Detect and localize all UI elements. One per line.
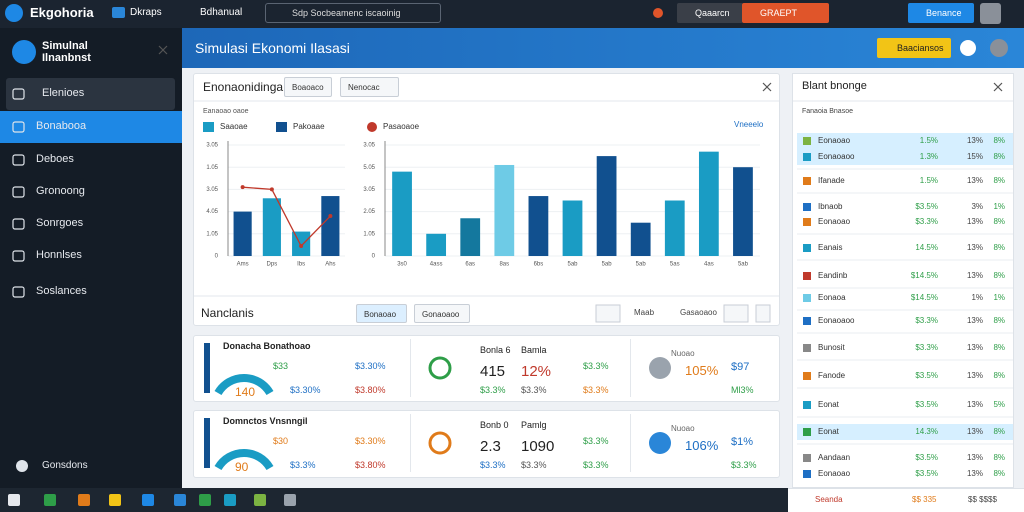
section-button[interactable]: Gasaoaoo bbox=[680, 308, 717, 317]
card-value: $3.3% bbox=[480, 385, 506, 395]
card-value: 106% bbox=[685, 438, 719, 453]
taskbar bbox=[0, 488, 788, 512]
card-value: 105% bbox=[685, 363, 719, 378]
panel-title: Enonaonidinga bbox=[203, 80, 284, 94]
card-value: $3.3% bbox=[521, 460, 547, 470]
right-title: Blant bnonge bbox=[802, 80, 867, 92]
menu[interactable]: Bdhanual bbox=[200, 7, 243, 18]
card-value: Nuoao bbox=[671, 424, 695, 433]
top-button[interactable]: GRAEPT bbox=[742, 3, 829, 23]
card-value: 2.3 bbox=[480, 438, 501, 455]
card-value: $3.3% bbox=[583, 385, 609, 395]
top-button[interactable]: Benance bbox=[908, 3, 974, 23]
sidebar-item[interactable]: Bonabooa bbox=[0, 111, 182, 143]
sidebar-title: Simulnal Ilnanbnst bbox=[42, 40, 91, 64]
card-value: $3.30% bbox=[355, 436, 386, 446]
card-value: $3.80% bbox=[355, 385, 386, 395]
card-value: Bamla bbox=[521, 345, 547, 355]
dropdown[interactable]: Bonaoao bbox=[356, 304, 407, 323]
card-value: $1% bbox=[731, 436, 754, 448]
card-value: $3.3% bbox=[480, 460, 506, 470]
card-value: $3.30% bbox=[290, 385, 321, 395]
panel-link[interactable]: Vneeelo bbox=[734, 120, 764, 129]
card bbox=[193, 335, 780, 402]
card-value: $3.30% bbox=[355, 361, 386, 371]
card-value: $3.3% bbox=[731, 460, 757, 470]
right-panel bbox=[792, 73, 1014, 488]
card-value: $3.3% bbox=[290, 460, 316, 470]
sidebar-item[interactable]: Soslances bbox=[36, 285, 87, 297]
panel-subtitle: Eanaoao oaoe bbox=[203, 108, 249, 115]
card-title: Domnctos Vnsnngil bbox=[223, 416, 308, 426]
card-value: Ml3% bbox=[731, 385, 754, 395]
card-value: Nuoao bbox=[671, 349, 695, 358]
sidebar-item[interactable]: Elenioes bbox=[6, 78, 175, 110]
status-label: Seanda bbox=[815, 495, 843, 504]
section-button[interactable]: Maab bbox=[634, 308, 655, 317]
search-box[interactable]: Sdp Socbeamenc iscaoinig bbox=[265, 3, 441, 23]
card-value: 1090 bbox=[521, 438, 555, 455]
card-value: 90 bbox=[235, 460, 249, 474]
status-value: $$ $$$$ bbox=[968, 495, 997, 504]
top-button[interactable]: Qaaarcn bbox=[677, 3, 743, 23]
card-value: Bonla 6 bbox=[480, 345, 511, 355]
section-title: Nanclanis bbox=[201, 306, 254, 320]
sidebar-item[interactable]: Deboes bbox=[36, 153, 74, 165]
card bbox=[193, 410, 780, 478]
page-title: Simulasi Ekonomi Ilasasi bbox=[195, 40, 350, 56]
logo: Ekgohoria bbox=[30, 5, 94, 20]
card-value: Pamlg bbox=[521, 420, 547, 430]
card-value: $3.3% bbox=[521, 385, 547, 395]
card-value: 415 bbox=[480, 363, 506, 380]
card-value: $3.3% bbox=[583, 361, 609, 371]
card-value: $3.3% bbox=[583, 436, 609, 446]
card-value: $3.80% bbox=[355, 460, 386, 470]
card-value: $97 bbox=[731, 361, 750, 373]
top-bar bbox=[0, 0, 1024, 28]
card-value: 140 bbox=[235, 385, 256, 399]
card-value: $30 bbox=[273, 436, 289, 446]
card-value: $33 bbox=[273, 361, 289, 371]
dropdown[interactable]: Nenocac bbox=[340, 77, 399, 97]
card-value: $3.3% bbox=[583, 460, 609, 470]
status-bar bbox=[788, 488, 1024, 512]
dropdown[interactable]: Gonaoaoo bbox=[414, 304, 470, 323]
header-button[interactable]: Baaciansos bbox=[877, 38, 951, 58]
tab[interactable]: Dkraps bbox=[130, 7, 162, 18]
sidebar-item[interactable]: Sonrgoes bbox=[36, 217, 84, 229]
card-title: Donacha Bonathoao bbox=[223, 341, 311, 351]
sidebar-footer[interactable]: Gonsdons bbox=[42, 460, 88, 471]
right-subheader: Fanaoia Bnasoe bbox=[802, 108, 853, 115]
card-value: 12% bbox=[521, 363, 552, 380]
chart-panel bbox=[193, 73, 780, 326]
sidebar-item[interactable]: Gronoong bbox=[36, 185, 85, 197]
card-value: Bonb 0 bbox=[480, 420, 509, 430]
dropdown[interactable]: Boaoaco bbox=[284, 77, 332, 97]
sidebar-item[interactable]: Honnlses bbox=[36, 249, 82, 261]
status-value: $$ 335 bbox=[912, 495, 937, 504]
